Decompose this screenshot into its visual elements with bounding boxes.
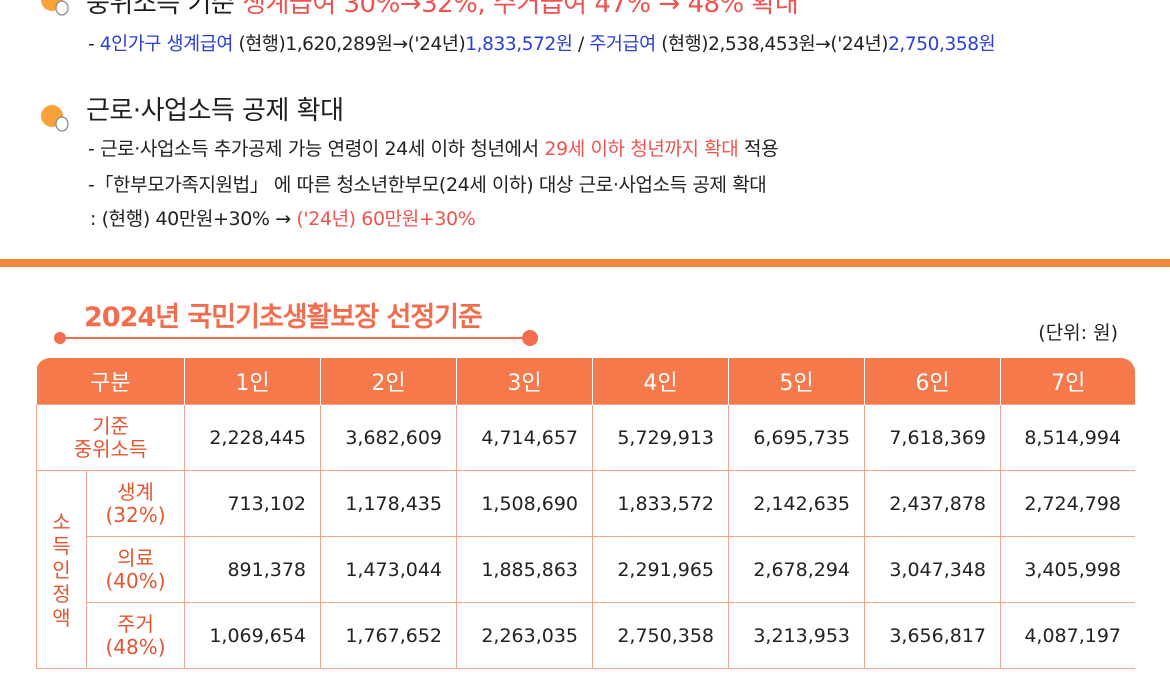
header-5-person: 5인	[728, 358, 866, 405]
table-cell: 2,678,294	[728, 536, 866, 603]
table-cell: 2,291,965	[592, 536, 730, 603]
table-title: 2024년 국민기초생활보장 선정기준	[84, 302, 483, 333]
table-cell: 3,047,348	[864, 536, 1002, 603]
row-label-median-income: 기준 중위소득	[36, 404, 186, 471]
table-cell: 3,405,998	[1000, 536, 1135, 603]
section1-heading: 중위소득 기준 생계급여 30%→32%, 주거급여 47% → 48% 확대	[86, 0, 799, 20]
section1-heading-highlight: 생계급여 30%→32%, 주거급여 47% → 48% 확대	[242, 0, 799, 19]
table-cell: 6,695,735	[728, 404, 866, 471]
housing-benefit-label: 주거급여	[589, 34, 656, 55]
table-cell: 891,378	[184, 536, 322, 603]
section-divider	[0, 259, 1170, 267]
table-cell: 4,087,197	[1000, 602, 1135, 669]
table-cell: 2,437,878	[864, 470, 1002, 537]
table-cell: 2,750,358	[592, 602, 730, 669]
housing-current-text: (현행)2,538,453원→('24년)	[655, 34, 889, 55]
balloon-bullet-icon	[41, 105, 69, 132]
table-cell: 2,263,035	[456, 602, 594, 669]
header-category: 구분	[36, 358, 186, 405]
section2-line2: -「한부모가족지원법」 에 따른 청소년한부모(24세 이하) 대상 근로·사업…	[88, 174, 767, 196]
section2-line3-text: : (현행) 40만원+30% →	[90, 208, 297, 230]
section1-heading-prefix: 중위소득 기준	[86, 0, 243, 19]
section2-line3: : (현행) 40만원+30% → ('24년) 60만원+30%	[90, 204, 476, 231]
table-cell: 4,714,657	[456, 404, 594, 471]
table-cell: 1,767,652	[320, 602, 458, 669]
section2-line1-highlight: 29세 이하 청년까지 확대	[544, 138, 739, 160]
table-row: 의료 (40%) 891,378 1,473,044 1,885,863 2,2…	[37, 536, 1135, 603]
table-cell: 2,228,445	[184, 404, 322, 471]
side-label-text: 소득인정액	[52, 509, 71, 630]
table-cell: 7,618,369	[864, 404, 1002, 471]
section2-line3-highlight: ('24년) 60만원+30%	[296, 208, 476, 230]
title-dot-left	[54, 332, 66, 344]
header-3-person: 3인	[456, 358, 594, 405]
header-6-person: 6인	[864, 358, 1002, 405]
row-label-livelihood: 생계 (32%)	[85, 470, 186, 537]
header-4-person: 4인	[592, 358, 730, 405]
table-cell: 1,178,435	[320, 470, 458, 537]
table-cell: 2,724,798	[1000, 470, 1135, 537]
side-label-income-recognized: 소득인정액	[36, 470, 87, 669]
table-cell: 1,833,572	[592, 470, 730, 537]
section2-line1-suffix: 적용	[738, 138, 779, 160]
dash-text: -	[88, 34, 100, 55]
unit-label: (단위: 원)	[1038, 322, 1118, 344]
header-7-person: 7인	[1000, 358, 1135, 405]
selection-criteria-table: 구분 1인 2인 3인 4인 5인 6인 7인 기준 중위소득 2,228,44…	[36, 358, 1135, 669]
housing-2024-value: 2,750,358원	[888, 34, 996, 55]
table-title-block: 2024년 국민기초생활보장 선정기준	[54, 290, 546, 346]
table-row: 주거 (48%) 1,069,654 1,767,652 2,263,035 2…	[37, 602, 1135, 669]
livelihood-2024-value: 1,833,572원	[465, 34, 573, 55]
section2-line1: - 근로·사업소득 추가공제 가능 연령이 24세 이하 청년에서 29세 이하…	[88, 134, 779, 161]
table-cell: 1,473,044	[320, 536, 458, 603]
table-cell: 3,682,609	[320, 404, 458, 471]
title-dot-right	[522, 330, 538, 346]
table-cell: 3,213,953	[728, 602, 866, 669]
title-underline	[62, 337, 536, 339]
table-cell: 1,508,690	[456, 470, 594, 537]
table-header-row: 구분 1인 2인 3인 4인 5인 6인 7인	[36, 358, 1135, 405]
section2-line1-text: - 근로·사업소득 추가공제 가능 연령이 24세 이하 청년에서	[88, 138, 545, 160]
header-2-person: 2인	[320, 358, 458, 405]
table-cell: 5,729,913	[592, 404, 730, 471]
livelihood-current-text: (현행)1,620,289원→('24년)	[232, 34, 466, 55]
table-row: 소득인정액 생계 (32%) 713,102 1,178,435 1,508,6…	[36, 470, 1135, 669]
separator-text: /	[572, 34, 590, 55]
row-label-housing: 주거 (48%)	[85, 602, 186, 669]
table-cell: 713,102	[184, 470, 322, 537]
table-cell: 2,142,635	[728, 470, 866, 537]
table-cell: 1,885,863	[456, 536, 594, 603]
section2-heading: 근로·사업소득 공제 확대	[86, 96, 344, 126]
household4-livelihood-label: 4인가구 생계급여	[99, 34, 234, 55]
table-cell: 1,069,654	[184, 602, 322, 669]
section1-detail: - 4인가구 생계급여 (현행)1,620,289원→('24년)1,833,5…	[88, 30, 996, 56]
table-cell: 8,514,994	[1000, 404, 1135, 471]
header-1-person: 1인	[184, 358, 322, 405]
table-cell: 3,656,817	[864, 602, 1002, 669]
selection-criteria-table-wrap: 구분 1인 2인 3인 4인 5인 6인 7인 기준 중위소득 2,228,44…	[36, 358, 1135, 688]
table-row: 기준 중위소득 2,228,445 3,682,609 4,714,657 5,…	[36, 404, 1135, 471]
balloon-bullet-icon	[41, 0, 69, 16]
row-label-medical: 의료 (40%)	[85, 536, 186, 603]
